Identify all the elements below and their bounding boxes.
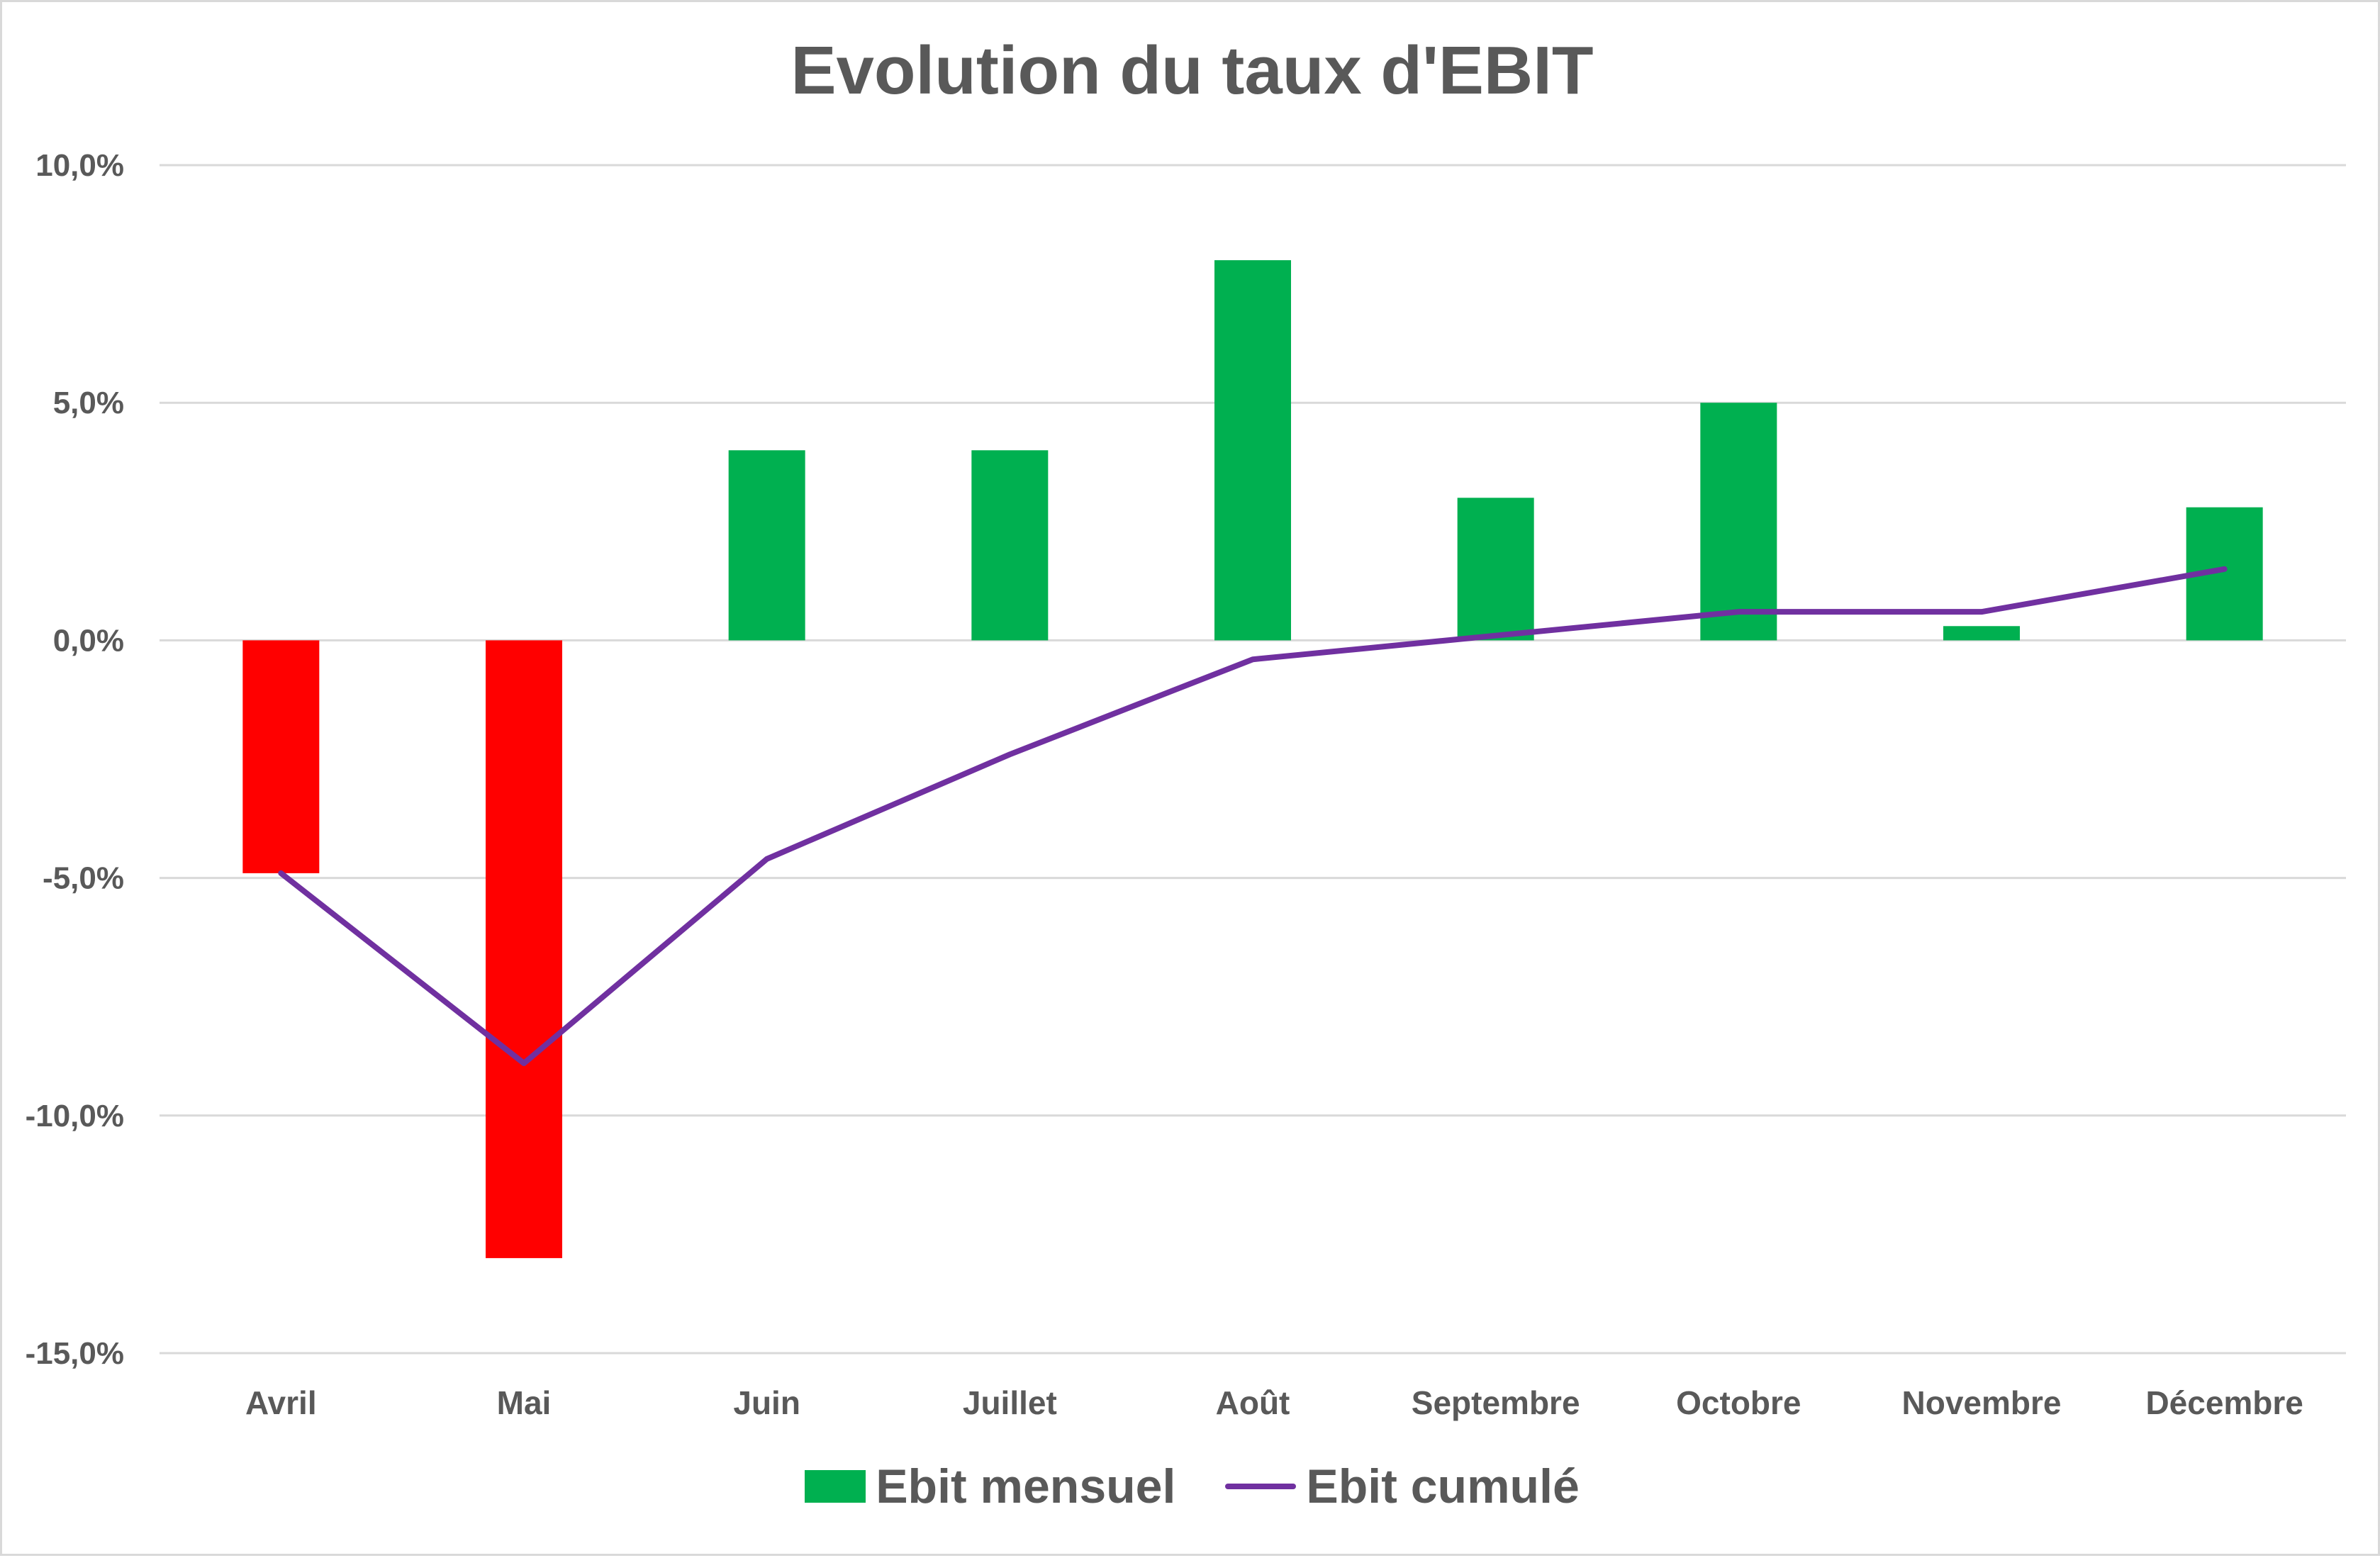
- legend-swatch-line: [1225, 1484, 1297, 1489]
- legend-item-ebit-mensuel[interactable]: Ebit mensuel: [805, 1459, 1175, 1514]
- x-category-label: Septembre: [1412, 1384, 1580, 1421]
- y-tick-label: 5,0%: [53, 386, 124, 420]
- line-point-août[interactable]: [1252, 658, 1253, 661]
- y-axis-tick-labels: 10,0% 5,0% 0,0% -5,0% -10,0% -15,0%: [26, 148, 124, 1371]
- bars-ebit-mensuel: [242, 260, 2263, 1258]
- bar-juillet[interactable]: [971, 450, 1049, 641]
- legend-label-ebit-mensuel: Ebit mensuel: [876, 1459, 1176, 1513]
- y-tick-label: 0,0%: [53, 623, 124, 658]
- x-category-label: Décembre: [2145, 1384, 2303, 1421]
- y-tick-label: -5,0%: [43, 861, 124, 896]
- x-category-label: Juin: [733, 1384, 800, 1421]
- legend-item-ebit-cumule[interactable]: Ebit cumulé: [1225, 1459, 1580, 1514]
- legend: Ebit mensuel Ebit cumulé: [2, 1459, 2380, 1514]
- line-point-mai[interactable]: [523, 1063, 525, 1065]
- bar-juin[interactable]: [728, 450, 805, 641]
- line-point-octobre[interactable]: [1738, 611, 1740, 613]
- legend-swatch-bar: [805, 1470, 866, 1503]
- x-category-label: Mai: [497, 1384, 552, 1421]
- chart-title: Evolution du taux d'EBIT: [790, 33, 1594, 108]
- bar-septembre[interactable]: [1457, 498, 1534, 641]
- line-point-septembre[interactable]: [1495, 634, 1497, 637]
- line-series-ebit-cumule[interactable]: [278, 566, 2228, 1067]
- bar-août[interactable]: [1214, 260, 1291, 641]
- y-tick-label: 10,0%: [35, 148, 124, 183]
- y-tick-label: -10,0%: [26, 1099, 124, 1133]
- bar-novembre[interactable]: [1943, 626, 2020, 641]
- line-point-juin[interactable]: [766, 858, 768, 860]
- y-tick-label: -15,0%: [26, 1336, 124, 1371]
- x-category-label: Octobre: [1676, 1384, 1801, 1421]
- x-category-label: Juillet: [963, 1384, 1057, 1421]
- bar-octobre[interactable]: [1700, 403, 1777, 641]
- x-axis-category-labels: Avril Mai Juin Juillet Août Septembre Octobre N…: [245, 1384, 2303, 1421]
- line-point-juillet[interactable]: [1009, 753, 1011, 756]
- line-point-novembre[interactable]: [1981, 611, 1982, 613]
- legend-label-ebit-cumule: Ebit cumulé: [1306, 1459, 1580, 1513]
- bar-avril[interactable]: [242, 640, 320, 873]
- line-ebit-cumule: [278, 566, 2228, 1067]
- line-point-décembre[interactable]: [2223, 568, 2225, 570]
- x-category-label: Août: [1216, 1384, 1290, 1421]
- bar-mai[interactable]: [486, 640, 562, 1258]
- x-category-label: Novembre: [1902, 1384, 2062, 1421]
- line-point-avril[interactable]: [280, 872, 282, 874]
- x-category-label: Avril: [245, 1384, 317, 1421]
